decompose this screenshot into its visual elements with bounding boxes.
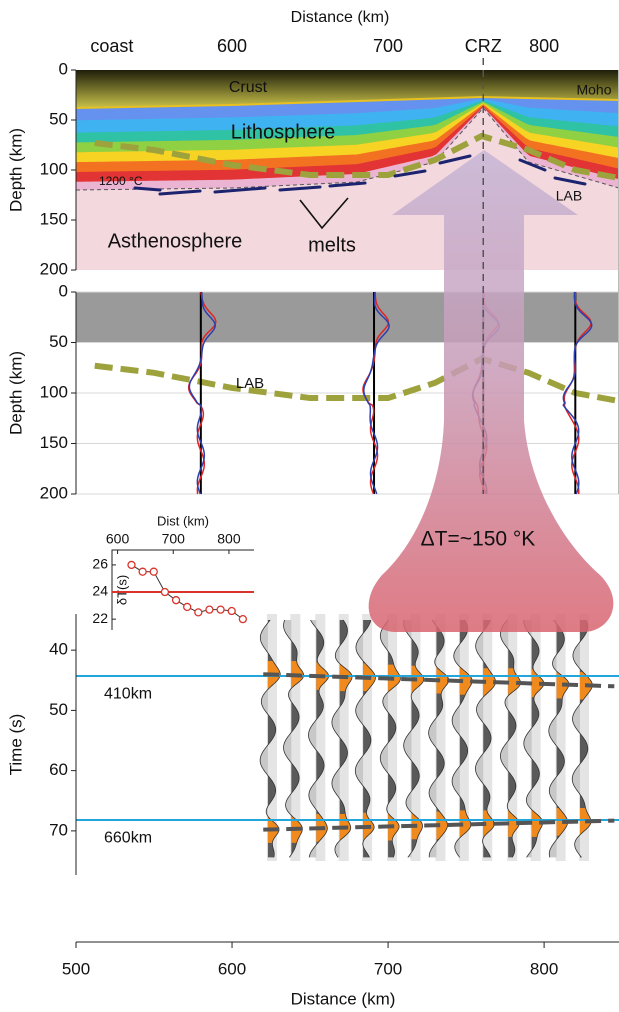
- y-axis-title: Depth (km): [6, 128, 25, 212]
- negative-lobe: [404, 620, 412, 857]
- moho-label: Moho: [576, 82, 611, 98]
- y-axis-title: Time (s): [6, 714, 25, 776]
- negative-lobe: [452, 620, 460, 857]
- x-axis-title: Distance (km): [291, 9, 390, 26]
- negative-lobe: [332, 620, 340, 857]
- inset-point: [173, 597, 180, 604]
- y-tick-label: 50: [49, 332, 68, 351]
- crust-band: [76, 292, 619, 343]
- inset-point: [195, 609, 202, 616]
- negative-lobe: [284, 620, 292, 857]
- x-tick-label: 600: [218, 959, 246, 978]
- y-tick-label: 50: [49, 700, 68, 719]
- y-tick-label: 60: [49, 760, 68, 779]
- inset-point: [217, 606, 224, 613]
- y-tick-label: 50: [49, 109, 68, 128]
- x-tick-label: 700: [374, 959, 402, 978]
- inset-x-tick-label: 700: [162, 531, 186, 547]
- negative-lobe: [380, 620, 388, 857]
- delta-t-label: ΔT=~150 °K: [421, 528, 536, 551]
- y-tick-label: 40: [49, 640, 68, 659]
- inset-point: [139, 568, 146, 575]
- crust-label: Crust: [229, 79, 268, 96]
- inset-point: [150, 568, 157, 575]
- lithosphere-label: Lithosphere: [231, 121, 336, 143]
- inset-y-tick-label: 24: [92, 583, 108, 599]
- y-tick-label: 0: [59, 281, 68, 300]
- inset-point: [184, 603, 191, 610]
- lab-label-rf: LAB: [236, 375, 264, 392]
- x-tick-label: 800: [529, 36, 559, 56]
- y-tick-label: 200: [40, 259, 68, 278]
- discontinuity-label: 660km: [104, 829, 152, 846]
- inset-x-title: Dist (km): [157, 513, 209, 528]
- y-tick-label: 150: [40, 209, 68, 228]
- y-tick-label: 0: [59, 59, 68, 78]
- inset-x-tick-label: 600: [106, 531, 130, 547]
- y-axis-title: Depth (km): [6, 351, 25, 435]
- x-tick-label: 700: [373, 36, 403, 56]
- inset-y-tick-label: 22: [92, 610, 108, 626]
- inset-y-tick-label: 26: [92, 556, 108, 572]
- y-tick-label: 100: [40, 159, 68, 178]
- x-tick-label: coast: [90, 36, 133, 56]
- lab-label: LAB: [556, 188, 582, 204]
- negative-lobe: [260, 620, 268, 857]
- inset-point: [239, 616, 246, 623]
- inset-point: [161, 589, 168, 596]
- inset-point: [206, 606, 213, 613]
- x-tick-label: CRZ: [465, 36, 502, 56]
- y-tick-label: 150: [40, 433, 68, 452]
- y-tick-label: 100: [40, 382, 68, 401]
- figure: Crust Moho Lithosphere 1200 °C LAB Asthe…: [0, 0, 619, 1012]
- inset-x-tick-label: 800: [217, 531, 241, 547]
- x-tick-label: 500: [62, 959, 90, 978]
- x-tick-label: 600: [217, 36, 247, 56]
- asthenosphere-label: Asthenosphere: [108, 230, 243, 252]
- x-tick-label: 800: [530, 959, 558, 978]
- discontinuity-label: 410km: [104, 685, 152, 702]
- x-axis-title: Distance (km): [291, 989, 396, 1008]
- inset-point: [128, 561, 135, 568]
- y-tick-label: 70: [49, 820, 68, 839]
- y-tick-label: 200: [40, 483, 68, 502]
- inset-point: [228, 608, 235, 615]
- inset-y-title: δT(s): [114, 575, 129, 605]
- melts-label: melts: [308, 234, 356, 256]
- negative-lobe: [309, 620, 317, 857]
- isotherm-label: 1200 °C: [99, 174, 143, 188]
